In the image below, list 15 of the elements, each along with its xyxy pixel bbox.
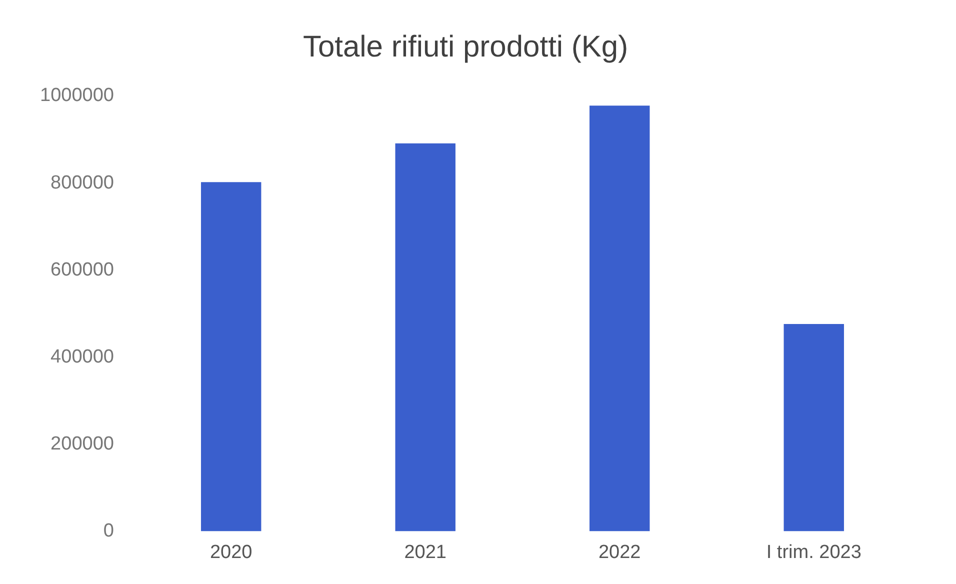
y-tick-label: 600000 <box>50 259 114 280</box>
x-tick-label: 2020 <box>210 542 252 563</box>
y-tick-label: 0 <box>103 520 114 542</box>
y-tick-label: 1000000 <box>40 85 114 106</box>
x-tick-label: 2021 <box>404 542 446 563</box>
y-tick-label: 200000 <box>50 433 114 454</box>
x-tick-label: I trim. 2023 <box>766 542 862 563</box>
chart-title: Totale rifiuti prodotti (Kg) <box>302 30 628 64</box>
x-tick-label: 2022 <box>598 542 641 563</box>
bar <box>590 106 650 532</box>
y-tick-label: 800000 <box>50 172 114 194</box>
bar <box>395 143 456 532</box>
bar <box>200 182 262 532</box>
bar <box>784 324 844 532</box>
y-tick-label: 400000 <box>50 346 114 368</box>
